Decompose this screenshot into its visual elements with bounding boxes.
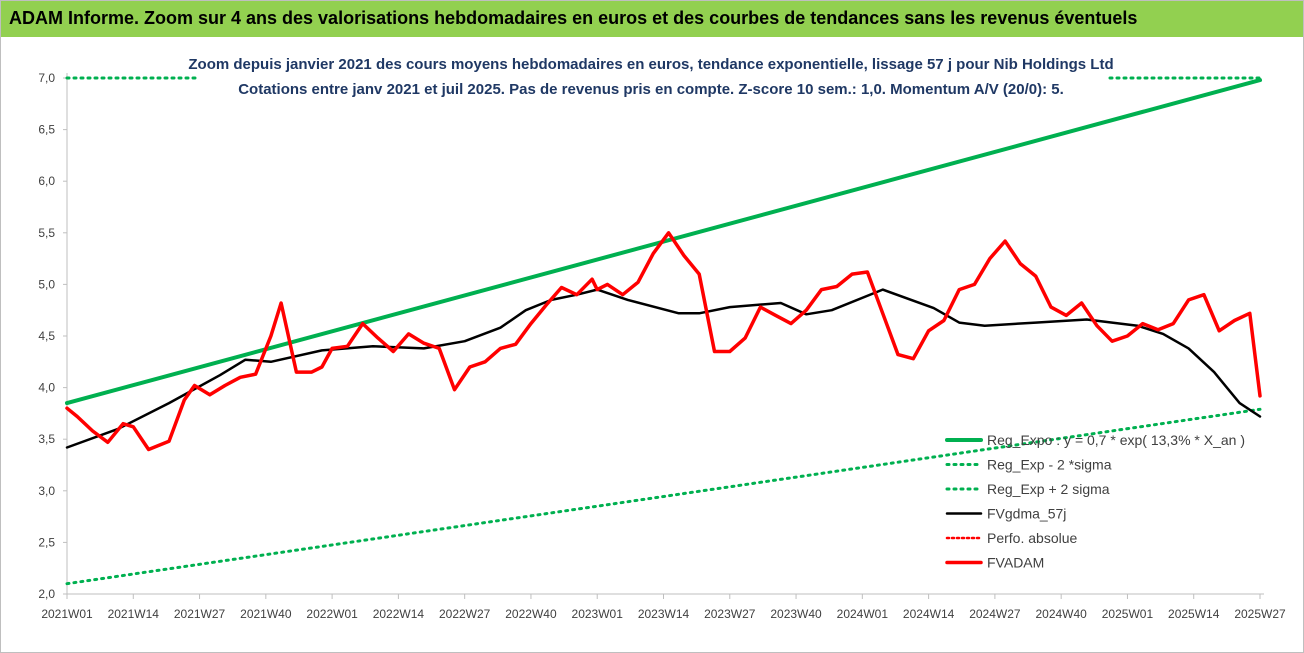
x-tick-label: 2025W01 [1102, 607, 1154, 621]
legend-label-1: Reg_Exp - 2 *sigma [987, 457, 1112, 473]
y-tick-label: 4,5 [38, 329, 55, 343]
x-tick-label: 2022W40 [505, 607, 557, 621]
axes: 2,0 2,5 3,0 3,5 4,0 4,5 5,0 5,5 6,0 6,5 7,0 2021W01… [38, 71, 1286, 621]
y-tick-label: 4,0 [38, 381, 55, 395]
y-tick-label: 2,5 [38, 535, 55, 549]
x-tick-label: 2022W14 [373, 607, 425, 621]
y-tick-label: 3,5 [38, 432, 55, 446]
chart-titles: Zoom depuis janvier 2021 des cours moyen… [188, 47, 1114, 101]
x-tick-label: 2022W27 [439, 607, 491, 621]
legend-label-2: Reg_Exp + 2 sigma [987, 481, 1110, 497]
series-line-1 [65, 407, 1262, 586]
series-line-3 [65, 288, 1262, 449]
x-tick-label: 2024W01 [837, 607, 889, 621]
y-tick-label: 2,0 [38, 587, 55, 601]
x-tick-label: 2021W27 [174, 607, 226, 621]
legend-label-3: FVgdma_57j [987, 506, 1066, 522]
series-line-5 [65, 231, 1262, 452]
y-tick-label: 5,5 [38, 226, 55, 240]
legend-label-5: FVADAM [987, 555, 1044, 571]
plot-area [65, 76, 1262, 586]
legend-label-0: Reg_Expo : y = 0,7 * exp( 13,3% * X_an ) [987, 432, 1245, 448]
y-tick-label: 5,0 [38, 277, 55, 291]
header-title: ADAM Informe. Zoom sur 4 ans des valoris… [9, 8, 1138, 28]
x-tick-label: 2024W27 [969, 607, 1021, 621]
x-tick-label: 2023W01 [572, 607, 624, 621]
legend: Reg_Expo : y = 0,7 * exp( 13,3% * X_an )… [945, 432, 1245, 571]
x-tick-label: 2021W14 [108, 607, 160, 621]
x-tick-label: 2021W01 [41, 607, 93, 621]
x-tick-label: 2024W40 [1035, 607, 1087, 621]
x-tick-label: 2023W27 [704, 607, 756, 621]
x-tick-label: 2025W27 [1234, 607, 1286, 621]
legend-label-4: Perfo. absolue [987, 530, 1077, 546]
x-tick-label: 2022W01 [306, 607, 358, 621]
x-tick-label: 2023W40 [770, 607, 822, 621]
chart-subtitle: Cotations entre janv 2021 et juil 2025. … [238, 81, 1064, 98]
x-tick-label: 2024W14 [903, 607, 955, 621]
x-tick-label: 2023W14 [638, 607, 690, 621]
chart-title: Zoom depuis janvier 2021 des cours moyen… [188, 56, 1113, 73]
header-bar: ADAM Informe. Zoom sur 4 ans des valoris… [1, 1, 1303, 37]
title-background [197, 47, 1107, 101]
x-tick-label: 2021W40 [240, 607, 292, 621]
y-tick-label: 7,0 [38, 71, 55, 85]
y-tick-label: 6,0 [38, 174, 55, 188]
y-tick-label: 3,0 [38, 484, 55, 498]
y-tick-label: 6,5 [38, 123, 55, 137]
x-tick-label: 2025W14 [1168, 607, 1220, 621]
